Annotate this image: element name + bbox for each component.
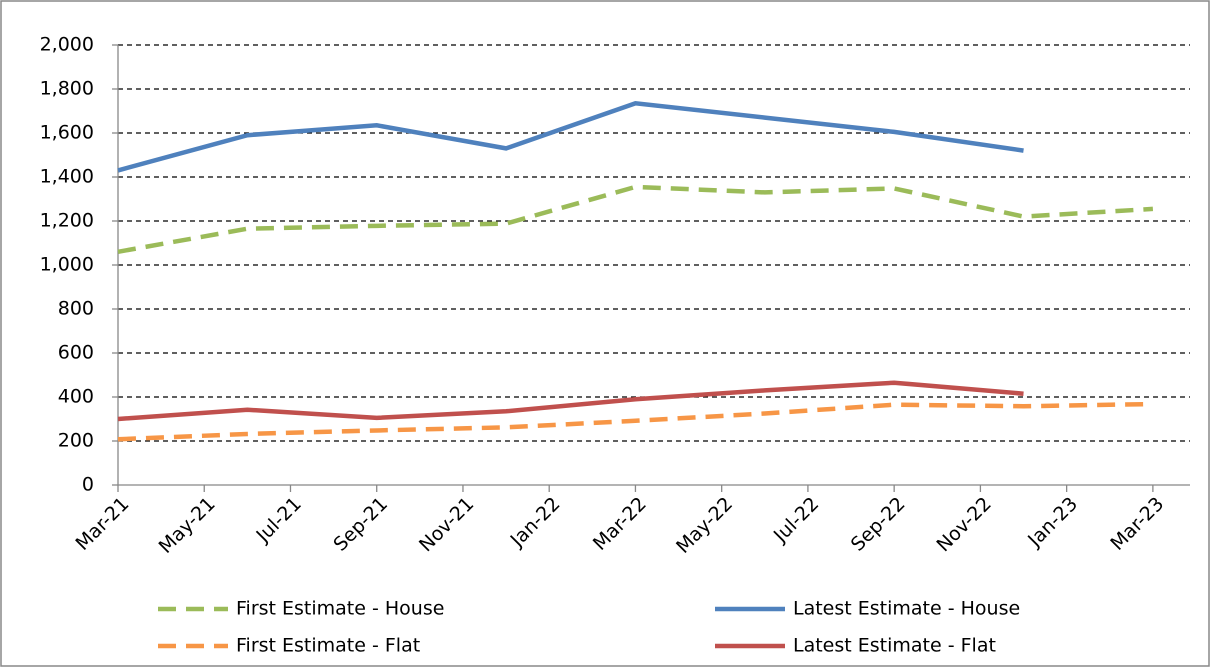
y-tick-label: 1,800 xyxy=(40,78,94,100)
y-tick-label: 1,400 xyxy=(40,166,94,188)
legend-label: First Estimate - Flat xyxy=(236,635,420,657)
legend-label: First Estimate - House xyxy=(236,598,444,620)
series-line xyxy=(117,101,1024,173)
y-tick-label: 1,000 xyxy=(40,254,94,276)
y-tick-label: 2,000 xyxy=(40,34,94,56)
y-tick-label: 400 xyxy=(58,386,94,408)
y-tick-label: 1,200 xyxy=(40,210,94,232)
y-tick-label: 600 xyxy=(58,342,94,364)
y-tick-label: 1,600 xyxy=(40,122,94,144)
series-line xyxy=(117,380,1024,422)
y-tick-label: 0 xyxy=(82,474,94,496)
legend-label: Latest Estimate - House xyxy=(793,598,1020,620)
y-tick-label: 200 xyxy=(58,430,94,452)
series-line xyxy=(117,184,1154,255)
y-tick-label: 800 xyxy=(58,298,94,320)
series-line xyxy=(117,401,1153,442)
legend-label: Latest Estimate - Flat xyxy=(793,635,996,657)
